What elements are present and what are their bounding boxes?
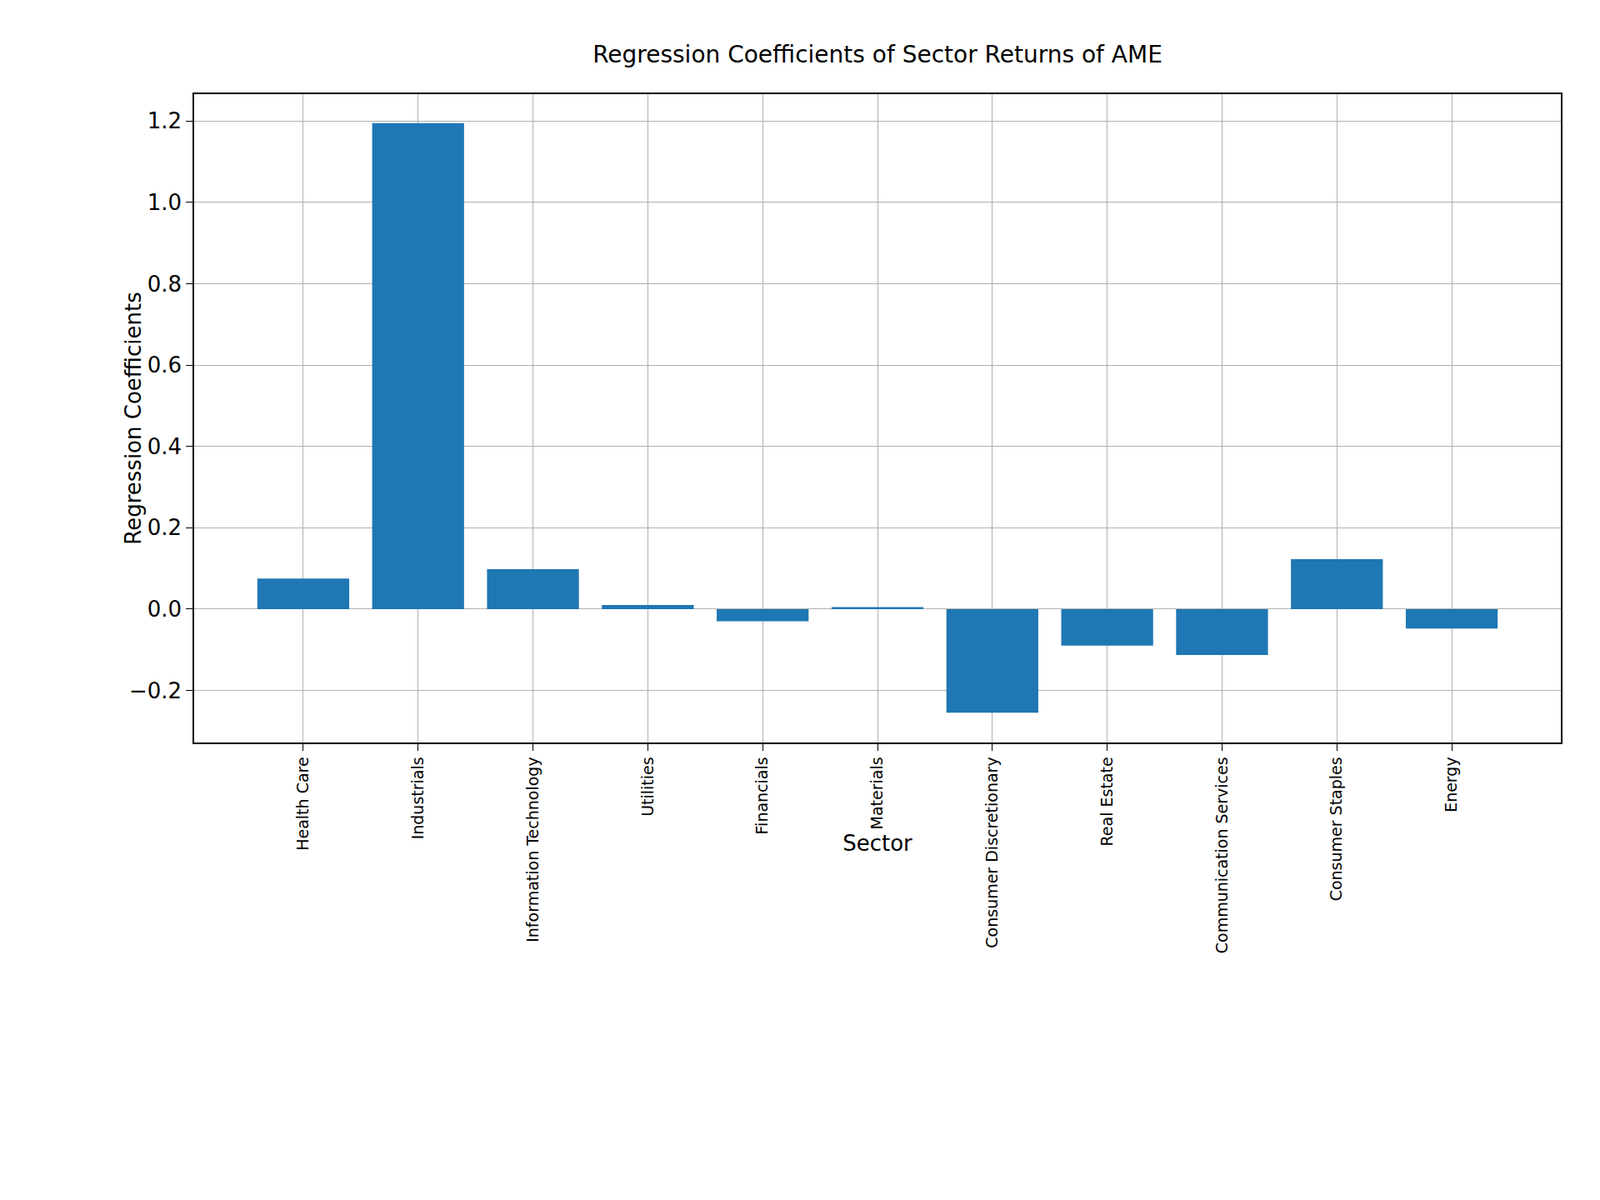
svg-text:0.6: 0.6 [147,352,182,378]
svg-text:Regression Coefficients of Sec: Regression Coefficients of Sector Return… [592,40,1163,69]
svg-text:Real Estate: Real Estate [1097,756,1116,846]
svg-text:Information Technology: Information Technology [523,756,542,942]
svg-text:Health Care: Health Care [293,756,312,850]
svg-text:0.2: 0.2 [147,515,182,540]
svg-text:Communication Services: Communication Services [1212,756,1231,954]
svg-text:Consumer Staples: Consumer Staples [1326,756,1345,901]
svg-text:Industrials: Industrials [408,756,427,840]
svg-text:1.2: 1.2 [147,108,182,134]
svg-text:Financials: Financials [752,756,771,835]
svg-text:1.0: 1.0 [147,190,182,215]
svg-text:0.8: 0.8 [147,271,182,297]
svg-text:Utilities: Utilities [638,756,657,817]
svg-text:Energy: Energy [1441,756,1460,813]
svg-text:0.4: 0.4 [147,434,182,460]
svg-text:Regression Coefficients: Regression Coefficients [120,291,146,545]
svg-text:Materials: Materials [867,756,886,830]
svg-text:Sector: Sector [842,830,913,856]
svg-text:−0.2: −0.2 [129,678,182,704]
svg-text:Consumer Discretionary: Consumer Discretionary [982,756,1001,948]
svg-text:0.0: 0.0 [147,596,182,622]
